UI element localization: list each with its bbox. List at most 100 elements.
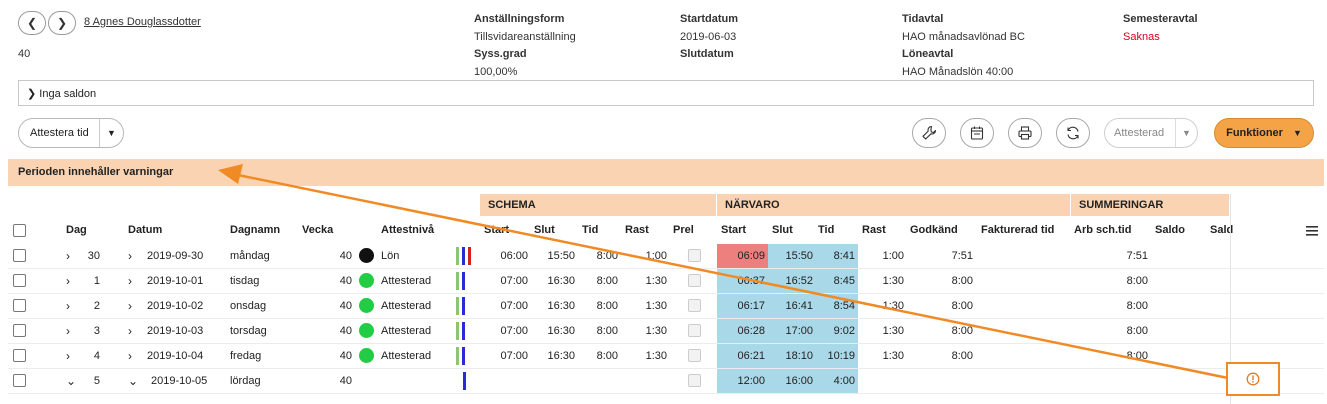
chevron-right-icon[interactable]: › bbox=[128, 249, 132, 263]
refresh-button[interactable] bbox=[1056, 118, 1090, 148]
schema-tid: 8:00 bbox=[596, 300, 618, 312]
row-vecka: 40 bbox=[339, 300, 352, 312]
row-checkbox[interactable] bbox=[13, 299, 26, 312]
caret-down-icon[interactable]: ▼ bbox=[1175, 119, 1197, 147]
chevron-right-icon[interactable]: › bbox=[128, 324, 132, 338]
col-vecka[interactable]: Vecka bbox=[302, 224, 334, 236]
prel-checkbox[interactable] bbox=[688, 374, 701, 387]
chevron-right-icon[interactable]: › bbox=[66, 249, 70, 263]
col-schema-slut[interactable]: Slut bbox=[534, 224, 555, 236]
group-narvaro-label: NÄRVARO bbox=[725, 199, 780, 211]
col-sald[interactable]: Sald bbox=[1210, 224, 1234, 236]
col-arb-sch-tid[interactable]: Arb sch.tid bbox=[1074, 224, 1132, 236]
col-schema-prel[interactable]: Prel bbox=[673, 224, 694, 236]
col-narvaro-rast[interactable]: Rast bbox=[862, 224, 886, 236]
narvaro-slut: 17:00 bbox=[785, 325, 813, 337]
schema-slut: 15:50 bbox=[547, 250, 575, 262]
prel-checkbox[interactable] bbox=[688, 299, 701, 312]
schema-tid: 8:00 bbox=[596, 325, 618, 337]
prel-checkbox[interactable] bbox=[688, 274, 701, 287]
col-fakturerad-tid[interactable]: Fakturerad tid bbox=[981, 224, 1055, 236]
attestera-tid-dropdown[interactable]: Attestera tid ▼ bbox=[18, 118, 124, 148]
row-vecka: 40 bbox=[339, 275, 352, 287]
select-all-checkbox[interactable] bbox=[13, 224, 26, 237]
narvaro-start: 06:17 bbox=[737, 300, 765, 312]
col-narvaro-start[interactable]: Start bbox=[721, 224, 747, 236]
col-schema-rast[interactable]: Rast bbox=[625, 224, 649, 236]
chevron-right-icon[interactable]: › bbox=[128, 274, 132, 288]
attest-status-dot bbox=[359, 348, 374, 363]
chevron-down-icon[interactable]: ⌄ bbox=[66, 374, 77, 388]
warning-info-icon bbox=[1246, 372, 1260, 386]
col-narvaro-slut[interactable]: Slut bbox=[772, 224, 793, 236]
prev-employee-button[interactable]: ❮ bbox=[18, 11, 46, 35]
chevron-down-icon[interactable]: ⌄ bbox=[128, 374, 139, 388]
col-attestniva[interactable]: Attestnivå bbox=[381, 224, 435, 236]
narvaro-tid: 9:02 bbox=[833, 325, 855, 337]
menu-icon[interactable] bbox=[1306, 225, 1320, 237]
attest-bar bbox=[463, 372, 466, 390]
chevron-right-icon[interactable]: › bbox=[66, 349, 70, 363]
col-narvaro-tid[interactable]: Tid bbox=[818, 224, 835, 236]
caret-down-icon[interactable]: ▼ bbox=[99, 119, 123, 147]
schema-start: 07:00 bbox=[500, 300, 528, 312]
narvaro-tid: 4:00 bbox=[833, 375, 855, 387]
chevron-right-icon[interactable]: › bbox=[128, 349, 132, 363]
chevron-right-icon: ❯ bbox=[56, 16, 68, 30]
calendar-button[interactable] bbox=[960, 118, 994, 148]
row-checkbox[interactable] bbox=[13, 274, 26, 287]
narvaro-start: 06:21 bbox=[737, 350, 765, 362]
row-dagnamn: torsdag bbox=[230, 325, 267, 337]
schema-start: 07:00 bbox=[500, 275, 528, 287]
col-saldo[interactable]: Saldo bbox=[1155, 224, 1185, 236]
row-datum: 2019-10-05 bbox=[151, 375, 208, 387]
godkand: 8:00 bbox=[951, 275, 973, 287]
col-schema-tid[interactable]: Tid bbox=[582, 224, 599, 236]
wrench-button[interactable] bbox=[912, 118, 946, 148]
row-checkbox[interactable] bbox=[13, 349, 26, 362]
schema-slut: 16:30 bbox=[547, 350, 575, 362]
row-attestniva: Attesterad bbox=[381, 300, 432, 312]
chevron-right-icon[interactable]: › bbox=[66, 324, 70, 338]
saldon-panel[interactable]: ❯ Inga saldon bbox=[18, 80, 1314, 106]
row-divider bbox=[8, 318, 1324, 319]
row-dag: 3 bbox=[93, 325, 100, 337]
arb-sch-tid: 8:00 bbox=[1126, 325, 1148, 337]
attestera-tid-button[interactable]: Attestera tid bbox=[30, 127, 89, 139]
chevron-right-icon[interactable]: › bbox=[66, 274, 70, 288]
chevron-right-icon[interactable]: › bbox=[128, 299, 132, 313]
row-vecka: 40 bbox=[339, 250, 352, 262]
group-summeringar-label: SUMMERINGAR bbox=[1079, 199, 1164, 211]
prel-checkbox[interactable] bbox=[688, 324, 701, 337]
schema-start: 07:00 bbox=[500, 350, 528, 362]
attest-bar bbox=[456, 322, 459, 340]
status-dropdown[interactable]: Attesterad ▼ bbox=[1104, 118, 1198, 148]
narvaro-slut: 16:00 bbox=[785, 375, 813, 387]
row-checkbox[interactable] bbox=[13, 374, 26, 387]
print-button[interactable] bbox=[1008, 118, 1042, 148]
prel-checkbox[interactable] bbox=[688, 349, 701, 362]
col-godkand[interactable]: Godkänd bbox=[910, 224, 958, 236]
narvaro-slut: 15:50 bbox=[785, 250, 813, 262]
attest-bar bbox=[456, 272, 459, 290]
schema-slut: 16:30 bbox=[547, 300, 575, 312]
col-dag[interactable]: Dag bbox=[66, 224, 87, 236]
attest-bar bbox=[456, 297, 459, 315]
print-icon bbox=[1018, 126, 1032, 140]
narvaro-rast: 1:30 bbox=[882, 275, 904, 287]
row-checkbox[interactable] bbox=[13, 249, 26, 262]
prel-checkbox[interactable] bbox=[688, 249, 701, 262]
row-attestniva: Attesterad bbox=[381, 275, 432, 287]
employee-link[interactable]: 8 Agnes Douglassdotter bbox=[84, 16, 201, 28]
row-checkbox[interactable] bbox=[13, 324, 26, 337]
narvaro-tid: 10:19 bbox=[827, 350, 855, 362]
col-dagnamn[interactable]: Dagnamn bbox=[230, 224, 281, 236]
narvaro-slut: 16:41 bbox=[785, 300, 813, 312]
col-datum[interactable]: Datum bbox=[128, 224, 163, 236]
tidavtal-label: Tidavtal bbox=[902, 13, 944, 25]
next-employee-button[interactable]: ❯ bbox=[48, 11, 76, 35]
funktioner-button[interactable]: Funktioner ▼ bbox=[1214, 118, 1314, 148]
chevron-right-icon[interactable]: › bbox=[66, 299, 70, 313]
schema-slut: 16:30 bbox=[547, 275, 575, 287]
